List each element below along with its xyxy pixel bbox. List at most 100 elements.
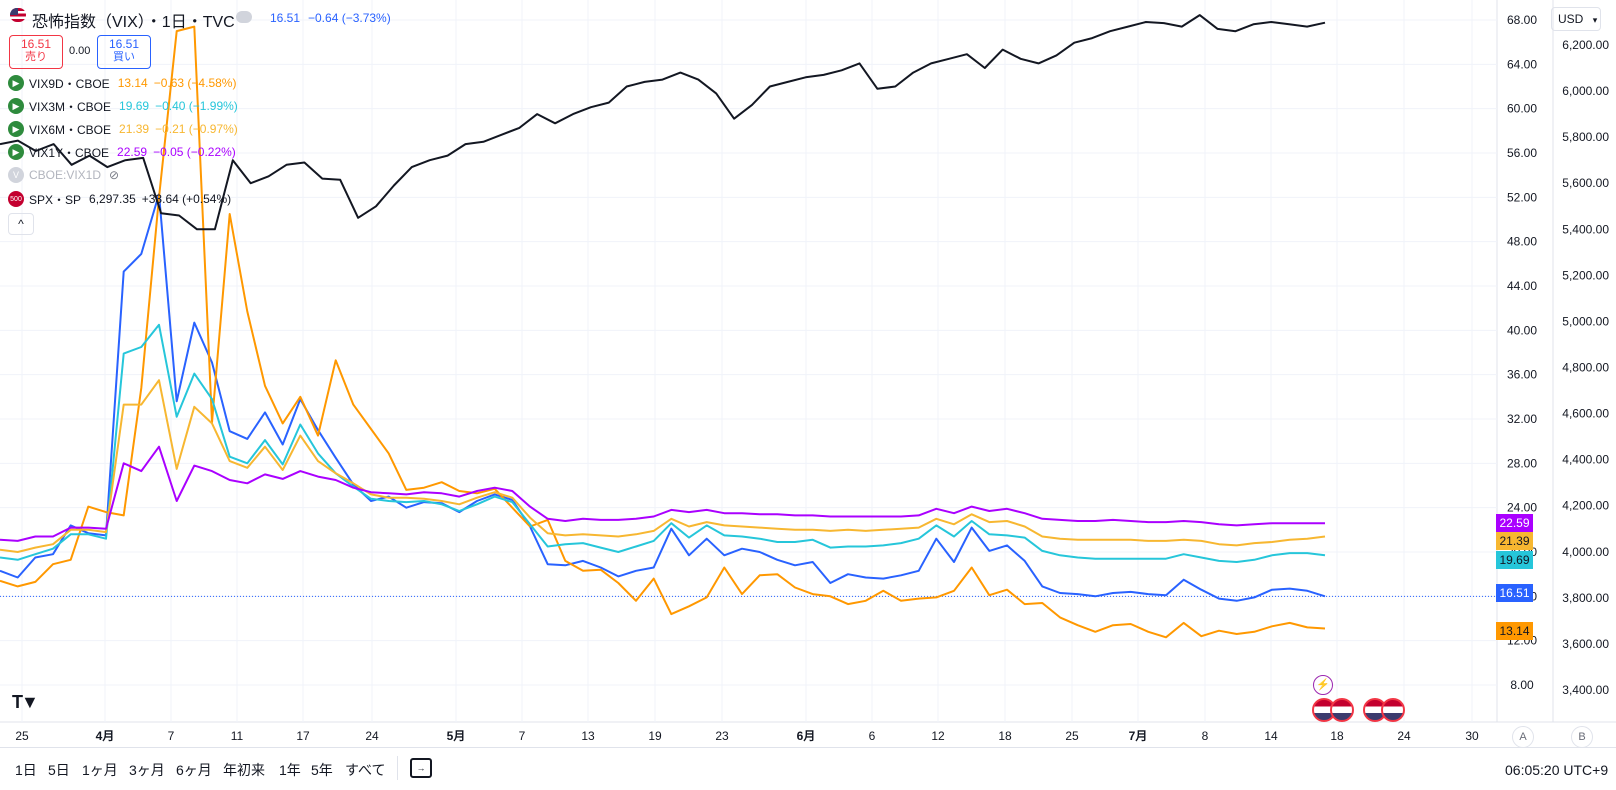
- x-tick-label: 8: [1202, 729, 1209, 743]
- x-tick-label: 23: [715, 729, 729, 743]
- timeframe-1y[interactable]: 1年: [279, 762, 301, 778]
- x-tick-label: 25: [1065, 729, 1079, 743]
- legend-value: 6,297.35: [89, 192, 136, 206]
- x-tick-label: 18: [998, 729, 1012, 743]
- timeframe-1d[interactable]: 1日: [15, 762, 37, 778]
- legend-item-spx[interactable]: 500 SPX・SP 6,297.35 +33.64 (+0.54%): [8, 189, 231, 209]
- y-right-tick-label: 6,000.00: [1562, 84, 1609, 98]
- x-tick-label: 14: [1264, 729, 1278, 743]
- chevron-icon: ▶: [8, 98, 24, 114]
- x-tick-label: 25: [15, 729, 29, 743]
- x-tick-label: 19: [648, 729, 662, 743]
- eye-hidden-icon[interactable]: ⊘: [109, 168, 120, 182]
- currency-label: USD: [1558, 12, 1584, 26]
- date-range-icon[interactable]: →: [410, 758, 432, 778]
- y-left-tick-label: 40.00: [1507, 323, 1537, 337]
- legend-value: 22.59: [117, 145, 148, 159]
- buy-button[interactable]: 16.51 買い: [97, 35, 151, 69]
- x-tick-label: 11: [231, 729, 244, 743]
- y-left-tick-label: 28.00: [1507, 456, 1537, 470]
- legend-change: −0.63 (−4.58%): [153, 76, 237, 90]
- auto-scale-button[interactable]: A: [1512, 726, 1534, 748]
- main-change: −0.64 (−3.73%): [308, 11, 391, 25]
- x-tick-label: 7: [168, 729, 175, 743]
- v-icon: V: [8, 167, 24, 183]
- y-right-tick-label: 3,600.00: [1562, 637, 1609, 651]
- y-right-tick-label: 6,200.00: [1562, 38, 1609, 52]
- legend-item-vix6m[interactable]: ▶ VIX6M・CBOE 21.39 −0.21 (−0.97%): [8, 119, 238, 139]
- series-line-VIX3M・CBOE: [0, 323, 1326, 563]
- event-flag-icon[interactable]: [1381, 698, 1405, 722]
- timeframe-1m[interactable]: 1ヶ月: [82, 762, 118, 778]
- y-right-tick-label: 4,000.00: [1562, 545, 1609, 559]
- legend-value: 13.14: [117, 76, 148, 90]
- y-right-tick-label: 5,800.00: [1562, 130, 1609, 144]
- timeframe-5d[interactable]: 5日: [48, 762, 70, 778]
- chevron-down-icon: ▾: [1592, 15, 1598, 25]
- y-left-tick-label: 68.00: [1507, 13, 1537, 27]
- y-right-tick-label: 5,600.00: [1562, 176, 1609, 190]
- status-dot-icon: [236, 11, 252, 23]
- tradingview-logo[interactable]: T▼: [12, 692, 39, 712]
- legend-item-vix1y[interactable]: ▶ VIX1Y・CBOE 22.59 −0.05 (−0.22%): [8, 142, 236, 162]
- y-right-tick-label: 5,000.00: [1562, 314, 1609, 328]
- timeframe-ytd[interactable]: 年初来: [223, 762, 265, 778]
- y-right-tick-label: 4,200.00: [1562, 499, 1609, 513]
- legend-change: +33.64 (+0.54%): [141, 192, 232, 206]
- legend-item-vix3m[interactable]: ▶ VIX3M・CBOE 19.69 −0.40 (−1.99%): [8, 96, 238, 116]
- y-right-tick-label: 5,200.00: [1562, 268, 1609, 282]
- series-line-VIX1Y・CBOE: [0, 445, 1325, 542]
- timeframe-3m[interactable]: 3ヶ月: [129, 762, 165, 778]
- y-right-tick-label: 5,400.00: [1562, 222, 1609, 236]
- legend-name: SPX・SP: [29, 192, 82, 207]
- series-line-恐怖指数（VIX）: [0, 193, 1326, 602]
- x-tick-label: 12: [931, 729, 945, 743]
- x-tick-label: 13: [581, 729, 595, 743]
- currency-selector[interactable]: USD ▾: [1551, 7, 1601, 31]
- legend-item-vix9d[interactable]: ▶ VIX9D・CBOE 13.14 −0.63 (−4.58%): [8, 73, 236, 93]
- legend-name: CBOE:VIX1D: [29, 168, 102, 182]
- event-flag-icon[interactable]: [1330, 698, 1354, 722]
- buy-label: 買い: [113, 51, 135, 63]
- y-left-tick-label: 44.00: [1507, 279, 1537, 293]
- legend-change: −0.21 (−0.97%): [155, 122, 238, 136]
- clock-display[interactable]: 06:05:20 UTC+9: [1505, 762, 1609, 778]
- x-tick-label: 18: [1330, 729, 1344, 743]
- log-scale-button[interactable]: B: [1571, 726, 1593, 748]
- x-tick-label: 4月: [96, 729, 115, 743]
- price-tag-vix1y: 22.59: [1496, 514, 1533, 532]
- y-left-tick-label: 32.00: [1507, 412, 1537, 426]
- 500-badge: 500: [8, 191, 24, 207]
- x-tick-label: 5月: [447, 729, 466, 743]
- x-tick-label: 24: [1397, 729, 1411, 743]
- spread-value: 0.00: [69, 45, 91, 57]
- y-right-tick-label: 3,800.00: [1562, 591, 1609, 605]
- timeframe-all[interactable]: すべて: [345, 762, 386, 778]
- lightning-icon[interactable]: ⚡: [1313, 675, 1333, 695]
- sell-price: 16.51: [20, 37, 52, 51]
- collapse-legend-button[interactable]: ^: [8, 213, 34, 235]
- legend-name: VIX6M・CBOE: [29, 122, 112, 137]
- x-tick-label: 17: [296, 729, 310, 743]
- sell-label: 売り: [25, 51, 47, 63]
- series-line-VIX9D・CBOE: [0, 25, 1326, 639]
- legend-item-vix1d[interactable]: V CBOE:VIX1D ⊘: [8, 165, 119, 185]
- price-tag-vix6m: 21.39: [1496, 532, 1533, 550]
- timeframe-6m[interactable]: 6ヶ月: [176, 762, 212, 778]
- timeframe-5y[interactable]: 5年: [311, 762, 333, 778]
- sell-button[interactable]: 16.51 売り: [9, 35, 63, 69]
- chevron-icon: ▶: [8, 121, 24, 137]
- x-tick-label: 6: [869, 729, 876, 743]
- chevron-icon: ▶: [8, 144, 24, 160]
- y-left-tick-label: 24.00: [1507, 501, 1537, 515]
- y-left-tick-label: 48.00: [1507, 235, 1537, 249]
- flag-icon: [10, 8, 26, 22]
- y-right-tick-label: 4,400.00: [1562, 453, 1609, 467]
- y-left-tick-label: 56.00: [1507, 146, 1537, 160]
- legend-value: 19.69: [119, 99, 150, 113]
- x-tick-label: 7月: [1129, 729, 1148, 743]
- y-left-tick-label: 52.00: [1507, 190, 1537, 204]
- toolbar-divider: [397, 756, 398, 780]
- legend-name: VIX3M・CBOE: [29, 99, 112, 114]
